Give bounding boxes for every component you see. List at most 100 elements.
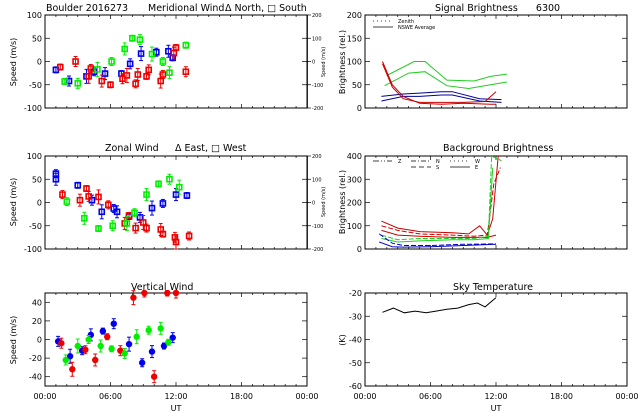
data-point-red	[143, 73, 150, 80]
y-tick-label: -30	[349, 312, 362, 321]
data-point-red	[82, 346, 89, 353]
y-tick-label: -40	[349, 336, 362, 345]
data-point-red	[72, 58, 79, 65]
data-point-green	[123, 220, 131, 227]
chart-title-skytemp: Sky Temperature	[453, 282, 533, 293]
data-point-blue	[125, 340, 133, 348]
x-tick-label: 00:00	[353, 392, 376, 401]
data-point-blue	[66, 353, 74, 360]
data-point-green	[74, 342, 81, 350]
data-point-red	[85, 73, 92, 80]
data-point-blue	[98, 208, 106, 216]
x-axis-label: UT	[491, 404, 502, 413]
data-point-green	[74, 80, 82, 87]
data-point-red	[69, 366, 76, 373]
data-point-green	[94, 66, 101, 73]
series-line-sky-temp	[382, 297, 497, 314]
y-tick-label: 300	[347, 175, 362, 184]
y-axis-label: (K)	[338, 334, 347, 346]
y-tick-label: 20	[32, 317, 42, 326]
y-tick-label: 100	[27, 11, 42, 20]
data-point-blue	[52, 175, 60, 183]
data-point-red	[150, 373, 158, 380]
series-line-red-1	[381, 155, 499, 237]
y-tick-label: 0	[357, 104, 362, 113]
series-line-red-3	[381, 229, 497, 238]
data-point-green	[143, 191, 150, 198]
series-line-green-2	[381, 167, 494, 243]
y-tick-label: -50	[29, 222, 42, 231]
series-line-green-upper	[386, 61, 507, 82]
y-tick-label: -100	[24, 245, 42, 254]
y-tick-label: 100	[347, 58, 362, 67]
y-tick-label: 0	[357, 245, 362, 254]
y-tick-label: 50	[352, 81, 362, 90]
data-point-green	[109, 222, 116, 230]
data-point-blue	[110, 320, 117, 327]
data-point-green	[165, 339, 172, 346]
data-point-green	[97, 342, 104, 350]
legend-meridional: Δ North, □ South	[225, 3, 307, 14]
x-tick-label: 18:00	[550, 392, 573, 401]
y-tick-label: 0	[37, 58, 42, 67]
series-line-red-2	[382, 63, 497, 103]
x-axis-label: UT	[171, 404, 182, 413]
data-point-green	[63, 198, 71, 205]
y-axis-label-right: Speed (m/s)	[321, 187, 327, 217]
data-point-red	[132, 80, 139, 88]
data-point-green	[182, 41, 190, 49]
data-point-red	[95, 193, 102, 201]
x-tick-label: 18:00	[230, 392, 253, 401]
data-point-red	[159, 71, 167, 78]
y-tick-label: 400	[347, 152, 362, 161]
x-tick-label: 12:00	[484, 392, 507, 401]
y-tick-label: 200	[347, 199, 362, 208]
legend-label-average: NSWE Average	[398, 25, 435, 31]
chart-title-background: Background Brightness	[443, 143, 553, 154]
data-point-red	[164, 290, 171, 297]
y-axis-label: Speed (m/s)	[9, 178, 18, 227]
series-line-green-1	[381, 155, 502, 241]
legend-label-w: W	[475, 159, 480, 165]
data-point-red	[104, 333, 111, 340]
data-point-green	[155, 180, 162, 188]
y-tick-label-right: 200	[312, 154, 322, 160]
data-point-red	[83, 185, 90, 192]
data-point-green	[175, 183, 183, 191]
data-point-red	[56, 63, 64, 71]
data-point-green	[108, 345, 115, 352]
y-tick-label: -50	[349, 359, 362, 368]
y-tick-label-right: -200	[312, 247, 323, 253]
legend-label-z: Z	[398, 159, 402, 165]
data-point-blue	[183, 192, 191, 199]
data-point-red	[98, 77, 106, 85]
series-line-blue-upper	[381, 91, 502, 101]
series-line-red-1	[382, 61, 496, 105]
data-point-red	[92, 356, 99, 364]
y-tick-label-right: -100	[312, 224, 323, 230]
data-point-blue	[138, 359, 146, 366]
data-point-green	[121, 350, 128, 357]
data-point-blue	[101, 70, 109, 77]
y-tick-label-right: 0	[312, 201, 315, 207]
y-tick-label: 100	[347, 222, 362, 231]
data-point-green	[157, 325, 164, 332]
data-point-blue	[74, 181, 82, 189]
plot-frame	[44, 292, 308, 387]
y-tick-label: -60	[349, 382, 362, 391]
y-tick-label: 0	[37, 199, 42, 208]
x-tick-label: 00:00	[33, 392, 56, 401]
data-point-red	[134, 71, 142, 78]
panel-signal: Signal Brightness 6300 Brightness (rel.)…	[338, 3, 628, 113]
data-point-blue	[99, 327, 107, 335]
y-tick-label: 40	[32, 298, 42, 307]
chart-title-vertical: Vertical Wind	[131, 282, 193, 293]
legend-signal: Zenith NSWE Average	[373, 19, 435, 31]
data-point-green	[121, 45, 128, 53]
data-point-red	[132, 224, 139, 232]
data-point-green	[95, 225, 102, 232]
series-line-red-2	[381, 167, 501, 237]
y-tick-label-right: 100	[312, 36, 322, 42]
data-point-blue	[148, 204, 156, 212]
data-point-green	[108, 58, 115, 65]
